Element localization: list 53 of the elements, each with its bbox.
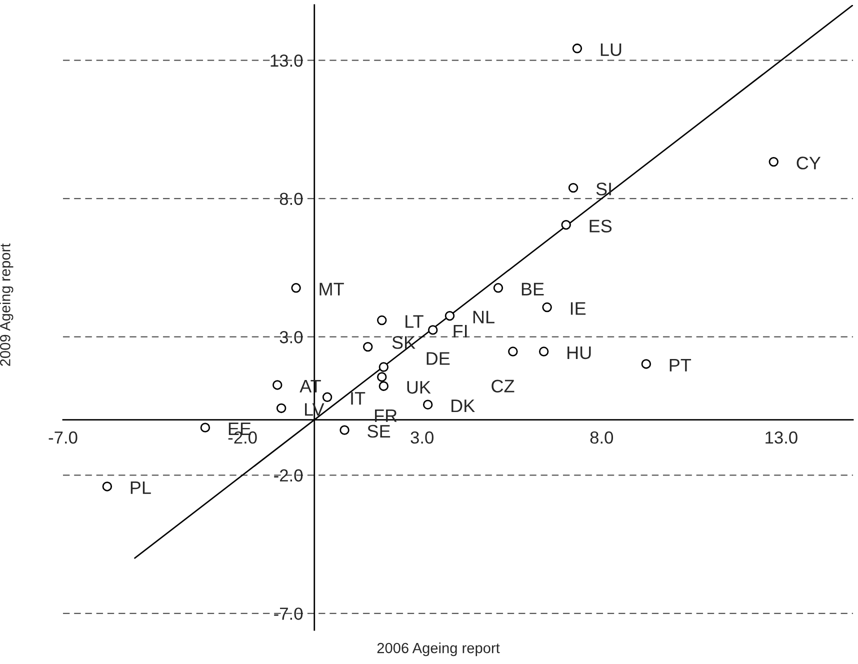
point [276,403,286,414]
annotation: ES [590,220,612,232]
annotation: SI [596,182,611,196]
annotation: LU [600,43,622,56]
annotation: DE [426,352,450,365]
point [641,359,652,369]
point [378,381,389,391]
point [542,302,552,312]
point [561,220,571,230]
annotation: PL [130,481,151,494]
annotation: DK [452,400,475,412]
point [378,362,389,372]
point [102,482,112,492]
point [422,400,433,410]
annotation: FI [454,324,467,338]
annotation: SE [368,424,390,438]
point [377,372,387,382]
annotation: IE [570,302,586,315]
point [377,315,387,326]
point [428,325,438,335]
point [444,310,455,321]
annotation: HU [568,346,591,360]
x-tick-label: -7.0 [48,431,78,444]
point [322,392,332,402]
point [363,342,373,352]
annotation: UK [407,381,431,394]
annotation: BE [522,282,544,296]
annotation: IT [351,392,366,405]
point [291,283,301,293]
x-tick-label: 3.0 [410,431,434,444]
annotation: SK [392,336,416,349]
y-axis-title: 2009 Ageing report [0,243,14,366]
point [538,346,549,356]
annotation: PT [670,358,692,372]
point [493,283,504,293]
x-tick-label: 8.0 [590,431,614,444]
point [340,425,350,435]
x-axis-title: 2006 Ageing report [377,642,500,656]
point [572,44,582,54]
point [200,422,210,432]
point [508,346,518,356]
annotation: NL [473,310,494,324]
annotation: CY [796,156,821,170]
annotation: LT [406,315,424,328]
point [272,380,282,390]
annotation: MT [320,282,344,296]
point [568,182,578,193]
annotation: CZ [492,380,514,392]
y-tick-label: 8.0 [280,192,303,206]
y-tick-label: 13.0 [270,54,303,67]
point [768,156,778,167]
y-tick-label: 3.0 [280,331,303,344]
x-tick-label: 13.0 [766,431,798,444]
